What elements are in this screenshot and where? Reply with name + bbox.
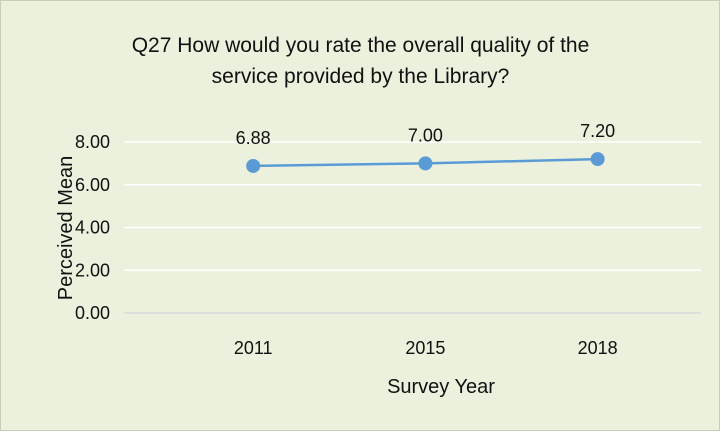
chart-title-line-2: service provided by the Library? (211, 65, 510, 88)
gridlines (124, 141, 701, 314)
axes: Perceived Mean Survey Year 0.00 2.00 4.00 6… (55, 132, 618, 398)
chart-title: Q27 How would you rate the overall quali… (0, 30, 721, 92)
data-point (418, 156, 433, 171)
y-axis-title: Perceived Mean (55, 156, 77, 301)
y-tick-label: 0.00 (75, 303, 110, 323)
chart-title-line-1: Q27 How would you rate the overall quali… (131, 34, 590, 57)
x-tick-label: 2015 (405, 338, 445, 358)
data-point (246, 158, 261, 173)
data-label: 7.00 (408, 125, 443, 145)
y-tick-label: 4.00 (75, 218, 110, 238)
y-tick-label: 8.00 (75, 132, 110, 152)
x-tick-label: 2011 (234, 338, 273, 358)
x-axis-title: Survey Year (387, 376, 495, 398)
data-point (590, 152, 605, 167)
data-label: 7.20 (580, 121, 615, 141)
data-label: 6.88 (236, 128, 271, 148)
y-tick-label: 2.00 (75, 260, 110, 280)
series-group: 6.88 7.00 7.20 (236, 121, 615, 173)
x-tick-label: 2018 (578, 338, 618, 358)
y-tick-label: 6.00 (75, 175, 110, 195)
